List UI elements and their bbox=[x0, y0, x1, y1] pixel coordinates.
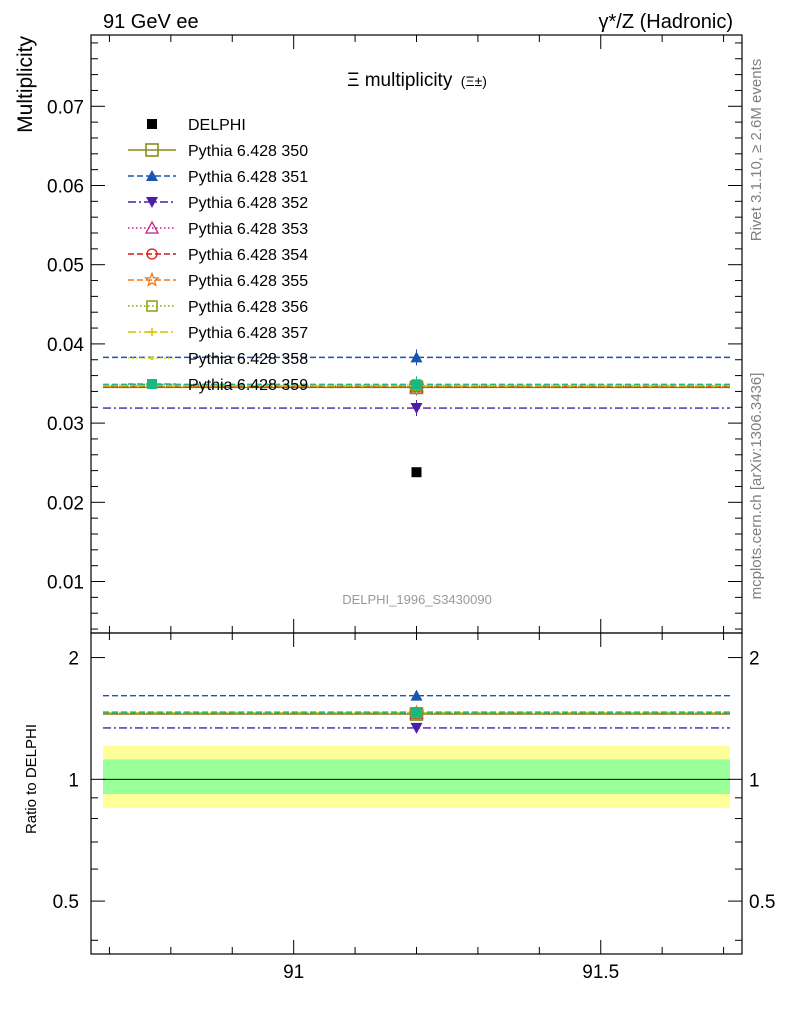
data-point-delphi bbox=[411, 467, 422, 478]
main-y-axis-label: Multiplicity bbox=[14, 36, 37, 133]
ratio-y-tick-label-right: 1 bbox=[749, 770, 760, 791]
legend-marker bbox=[146, 300, 158, 312]
legend-label: Pythia 6.428 351 bbox=[188, 169, 308, 186]
ratio-y-tick-label-right: 0.5 bbox=[749, 892, 775, 913]
legend-label: Pythia 6.428 358 bbox=[188, 351, 308, 368]
legend-marker-delphi bbox=[147, 119, 157, 129]
legend-marker bbox=[144, 271, 160, 287]
main-panel: 0.01 0.02 0.03 0.04 0.05 0.06 0.07 bbox=[47, 34, 743, 634]
header-left-label: 91 GeV ee bbox=[103, 11, 199, 33]
y-tick-label: 0.07 bbox=[47, 97, 84, 118]
y-tick-label: 0.02 bbox=[47, 493, 84, 514]
x-tick-label: 91 bbox=[283, 962, 304, 983]
ratio-band-inner bbox=[103, 759, 730, 794]
ratio-y-tick-label-left: 0.5 bbox=[53, 892, 79, 913]
series-marker bbox=[410, 403, 423, 415]
legend-label: Pythia 6.428 354 bbox=[188, 247, 308, 264]
analysis-id-label: DELPHI_1996_S3430090 bbox=[342, 592, 492, 607]
legend-marker bbox=[146, 248, 158, 260]
legend-marker bbox=[145, 143, 159, 157]
y-tick-label: 0.03 bbox=[47, 414, 84, 435]
legend-marker bbox=[150, 356, 154, 360]
mcplots-label: mcplots.cern.ch [arXiv:1306.3436] bbox=[748, 373, 765, 600]
y-tick-label: 0.06 bbox=[47, 176, 84, 197]
legend: DELPHI Pythia 6.428 350 Pythia 6.428 351 Py… bbox=[128, 117, 308, 394]
ratio-y-axis-label: Ratio to DELPHI bbox=[23, 724, 40, 834]
y-tick-label: 0.04 bbox=[47, 335, 84, 356]
plot-title-main: Ξ multiplicity bbox=[347, 70, 453, 91]
y-tick-label: 0.05 bbox=[47, 256, 84, 277]
plot-title-suffix: (Ξ±) bbox=[461, 73, 487, 89]
plot-title: Ξ multiplicity (Ξ±) bbox=[347, 70, 487, 91]
legend-label: Pythia 6.428 357 bbox=[188, 325, 308, 342]
x-tick-label: 91.5 bbox=[582, 962, 619, 983]
ratio-y-tick-label-left: 1 bbox=[68, 770, 79, 791]
legend-label: Pythia 6.428 352 bbox=[188, 195, 308, 212]
ratio-y-tick-label-left: 2 bbox=[68, 649, 79, 670]
legend-label: Pythia 6.428 359 bbox=[188, 377, 308, 394]
rivet-version-label: Rivet 3.1.10, ≥ 2.6M events bbox=[748, 59, 765, 242]
legend-label: Pythia 6.428 356 bbox=[188, 299, 308, 316]
ratio-panel: 0.5 0.5 1 1 2 2 91 91.5 bbox=[53, 632, 775, 983]
legend-label: Pythia 6.428 350 bbox=[188, 143, 308, 160]
ratio-series-marker bbox=[410, 689, 423, 701]
legend-label: Pythia 6.428 353 bbox=[188, 221, 308, 238]
legend-marker bbox=[146, 197, 158, 208]
series-marker bbox=[411, 379, 422, 390]
legend-marker bbox=[146, 170, 158, 181]
ratio-y-tick-label-right: 2 bbox=[749, 649, 760, 670]
ratio-series-marker bbox=[410, 722, 423, 734]
legend-marker bbox=[148, 328, 156, 336]
y-tick-label: 0.01 bbox=[47, 573, 84, 594]
header-right-label: γ*/Z (Hadronic) bbox=[599, 11, 733, 33]
legend-marker bbox=[147, 379, 157, 389]
legend-marker bbox=[144, 220, 160, 234]
ratio-series-marker bbox=[411, 707, 422, 718]
legend-label: Pythia 6.428 355 bbox=[188, 273, 308, 290]
legend-label-delphi: DELPHI bbox=[188, 117, 246, 134]
series-marker bbox=[410, 351, 423, 363]
